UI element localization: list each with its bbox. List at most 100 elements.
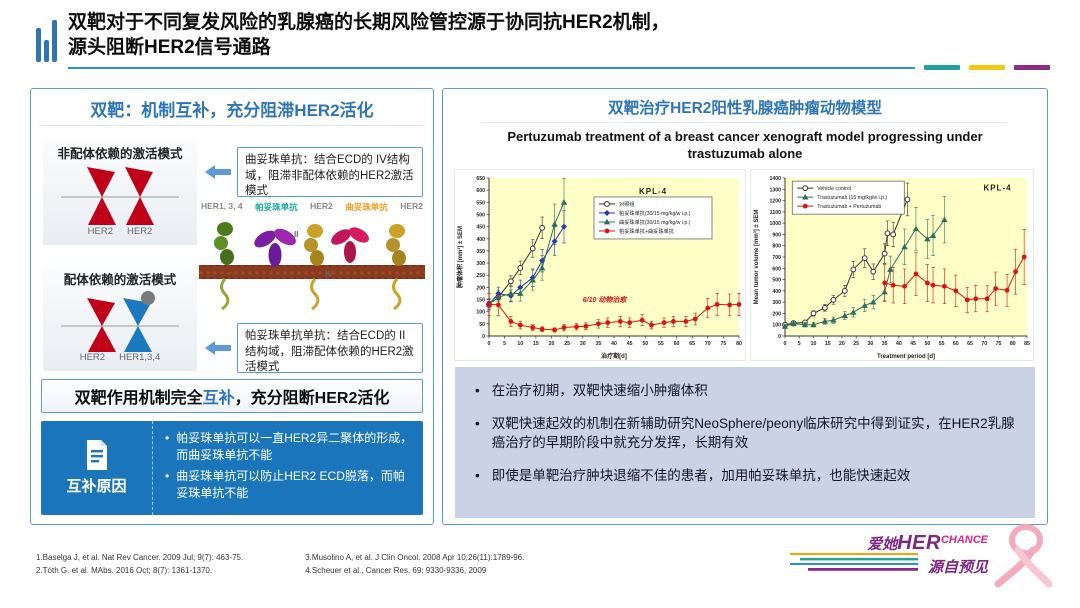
svg-text:50: 50 <box>479 322 485 328</box>
svg-text:900: 900 <box>772 232 781 238</box>
tumor-volume-chart-cn: 0501001502002503003504004505005506006500… <box>454 169 746 361</box>
molecular-diagram: HER1, 3, 4 帕妥珠单抗 HER2 曲妥珠单抗 HER2 <box>199 201 425 319</box>
slide-title: 双靶对于不同复发风险的乳腺癌的长期风险管控源于协同抗HER2机制， 源头阻断HE… <box>68 10 1050 60</box>
mechanism-banner: 双靶作用机制完全 互补 ，充分阻断HER2活化 <box>41 379 423 413</box>
animal-model-title: 双靶治疗HER2阳性乳腺癌肿瘤动物模型 <box>608 100 882 117</box>
conclusion-bullet: • 双靶快速起效的机制在新辅助研究NeoSphere/peony临床研究中得到证实… <box>475 414 1017 453</box>
svg-text:650: 650 <box>476 176 485 182</box>
svg-text:300: 300 <box>476 261 485 267</box>
logo-brand-chance: CHANCE <box>940 534 988 546</box>
svg-text:85: 85 <box>1024 341 1030 347</box>
cell-membrane <box>199 265 425 279</box>
conclusion-bullet: • 在治疗初期，双靶快速缩小肿瘤体积 <box>475 381 1017 401</box>
her2-homodimer-diagram <box>61 167 179 225</box>
study-subtitle: Pertuzumab treatment of a breast cancer … <box>507 129 983 161</box>
slide-header: 双靶对于不同复发风险的乳腺癌的长期风险管控源于协同抗HER2机制， 源头阻断HE… <box>30 10 1050 70</box>
svg-text:500: 500 <box>476 212 485 218</box>
svg-text:250: 250 <box>476 273 485 279</box>
title-underline <box>68 65 1050 70</box>
logo-streak-lines <box>790 553 918 571</box>
pertuzumab-label: 帕妥珠单抗 <box>255 202 298 212</box>
svg-text:45: 45 <box>627 341 633 347</box>
svg-text:55: 55 <box>658 341 664 347</box>
receptor-label: HER2 <box>79 352 106 363</box>
dash-purple <box>1014 65 1050 70</box>
svg-text:5: 5 <box>798 341 801 347</box>
mechanism-panel-title: 双靶：机制互补，充分阻滞HER2活化 <box>90 101 374 120</box>
reason-bullet-text: 帕妥珠单抗可以一直HER2异二聚体的形成，而曲妥珠单抗不能 <box>176 431 413 463</box>
svg-text:1000: 1000 <box>769 221 781 227</box>
svg-text:1300: 1300 <box>769 187 781 193</box>
logo-text: 爱她HERCHANCE 源自预见 <box>867 532 988 577</box>
svg-text:75: 75 <box>720 341 726 347</box>
ligand-dependent-mode-box: 配体依赖的激活模式 HER2 HER1,3,4 <box>43 265 197 371</box>
reference: 3.Musolino A, et al. J Clin Oncol. 2008 … <box>305 553 525 562</box>
svg-text:200: 200 <box>772 311 781 317</box>
complementarity-reason-box: 互补原因 • 帕妥珠单抗可以一直HER2异二聚体的形成，而曲妥珠单抗不能 • 曲妥珠… <box>41 421 423 515</box>
her2-heterodimer-diagram <box>61 291 179 352</box>
reason-bullet: • 帕妥珠单抗可以一直HER2异二聚体的形成，而曲妥珠单抗不能 <box>165 430 413 465</box>
chart-row: 0 50 100 150 200 250 300 350 400 450 500 550 600 650 0… <box>454 169 1036 361</box>
bullet-dot: • <box>165 431 170 445</box>
svg-text:70: 70 <box>981 341 987 347</box>
svg-text:KPL-4: KPL-4 <box>983 184 1011 193</box>
mode1-label: 非配体依赖的激活模式 <box>57 147 183 161</box>
svg-text:Mean tumor volume [mm³] ± SEM: Mean tumor volume [mm³] ± SEM <box>753 210 760 305</box>
svg-text:30: 30 <box>580 341 586 347</box>
reason-box-left: 互补原因 <box>41 421 153 515</box>
svg-text:80: 80 <box>1010 341 1016 347</box>
svg-text:500: 500 <box>772 278 781 284</box>
conclusion-text: 即使是单靶治疗肿块退缩不佳的患者，加用帕妥珠单抗，也能快速起效 <box>491 467 911 483</box>
svg-text:Trastuzumab (15 mg/kg/w i.p.): Trastuzumab (15 mg/kg/w i.p.) <box>817 195 887 201</box>
svg-text:0: 0 <box>784 341 787 347</box>
svg-text:肿瘤体积 [mm³] ± SEM: 肿瘤体积 [mm³] ± SEM <box>456 226 464 288</box>
pertuzumab-callout: 帕妥珠单抗单抗：结合ECD的 II结构域，阻滞配体依赖的HER2激活模式 <box>237 323 423 373</box>
her134-receptor <box>214 222 234 311</box>
bullet-dot: • <box>475 415 480 431</box>
svg-text:60: 60 <box>674 341 680 347</box>
banner-highlight: 互补 <box>202 390 235 407</box>
svg-text:75: 75 <box>996 341 1002 347</box>
divider <box>483 122 1007 123</box>
bullet-dot: • <box>475 383 480 398</box>
svg-text:Vehicle control: Vehicle control <box>817 186 851 192</box>
document-icon <box>86 440 107 470</box>
svg-text:KPL-4: KPL-4 <box>639 187 667 196</box>
references-col2: 3.Musolino A, et al. J Clin Oncol. 2008 … <box>305 552 524 578</box>
ligand-independent-mode-box: 非配体依赖的激活模式 HER2 HER2 <box>43 139 197 245</box>
receptor-label: HER2 <box>87 226 113 237</box>
svg-text:300: 300 <box>772 300 781 306</box>
trastuzumab-callout: 曲妥珠单抗：结合ECD的 IV结构域，阻滞非配体依赖的HER2激活模式 <box>237 147 423 197</box>
dash-yellow <box>969 65 1005 70</box>
receptor-label: HER1,3,4 <box>119 352 161 363</box>
svg-text:800: 800 <box>772 244 781 250</box>
membrane-receptor-figure: II IV <box>199 222 425 311</box>
receptor-label: HER2 <box>127 226 153 237</box>
logo-brand-cn: 爱她 <box>867 536 898 553</box>
svg-text:治疗期[d]: 治疗期[d] <box>601 352 627 360</box>
svg-text:50: 50 <box>642 341 648 347</box>
bullet-dot: • <box>165 468 170 483</box>
svg-text:1100: 1100 <box>770 210 781 216</box>
svg-text:20: 20 <box>839 341 845 347</box>
dash-teal <box>924 65 960 70</box>
svg-text:6/10 动物治愈: 6/10 动物治愈 <box>583 295 629 304</box>
svg-text:55: 55 <box>939 341 945 347</box>
references: 1.Baselga J, et al. Nat Rev Cancer. 2009… <box>36 552 524 578</box>
svg-text:550: 550 <box>476 200 485 206</box>
svg-text:400: 400 <box>772 289 781 295</box>
her2-receptor <box>304 224 324 311</box>
svg-text:45: 45 <box>910 341 916 347</box>
svg-text:350: 350 <box>476 249 485 255</box>
tumor-volume-chart-en: 0100200300400500600700800900100011001200… <box>750 169 1034 361</box>
trastuzumab-label: 曲妥珠单抗 <box>345 202 388 212</box>
her2-label: HER2 <box>400 201 423 211</box>
logo-brand-her: HER <box>897 532 941 554</box>
trastuzumab-antibody <box>331 227 369 263</box>
logo-tagline: 源自预见 <box>927 559 988 576</box>
svg-text:600: 600 <box>476 188 485 194</box>
svg-text:25: 25 <box>564 341 570 347</box>
bullet-dot: • <box>475 467 480 483</box>
reference: 1.Baselga J, et al. Nat Rev Cancer. 2009… <box>36 553 244 562</box>
svg-text:0: 0 <box>488 341 491 347</box>
